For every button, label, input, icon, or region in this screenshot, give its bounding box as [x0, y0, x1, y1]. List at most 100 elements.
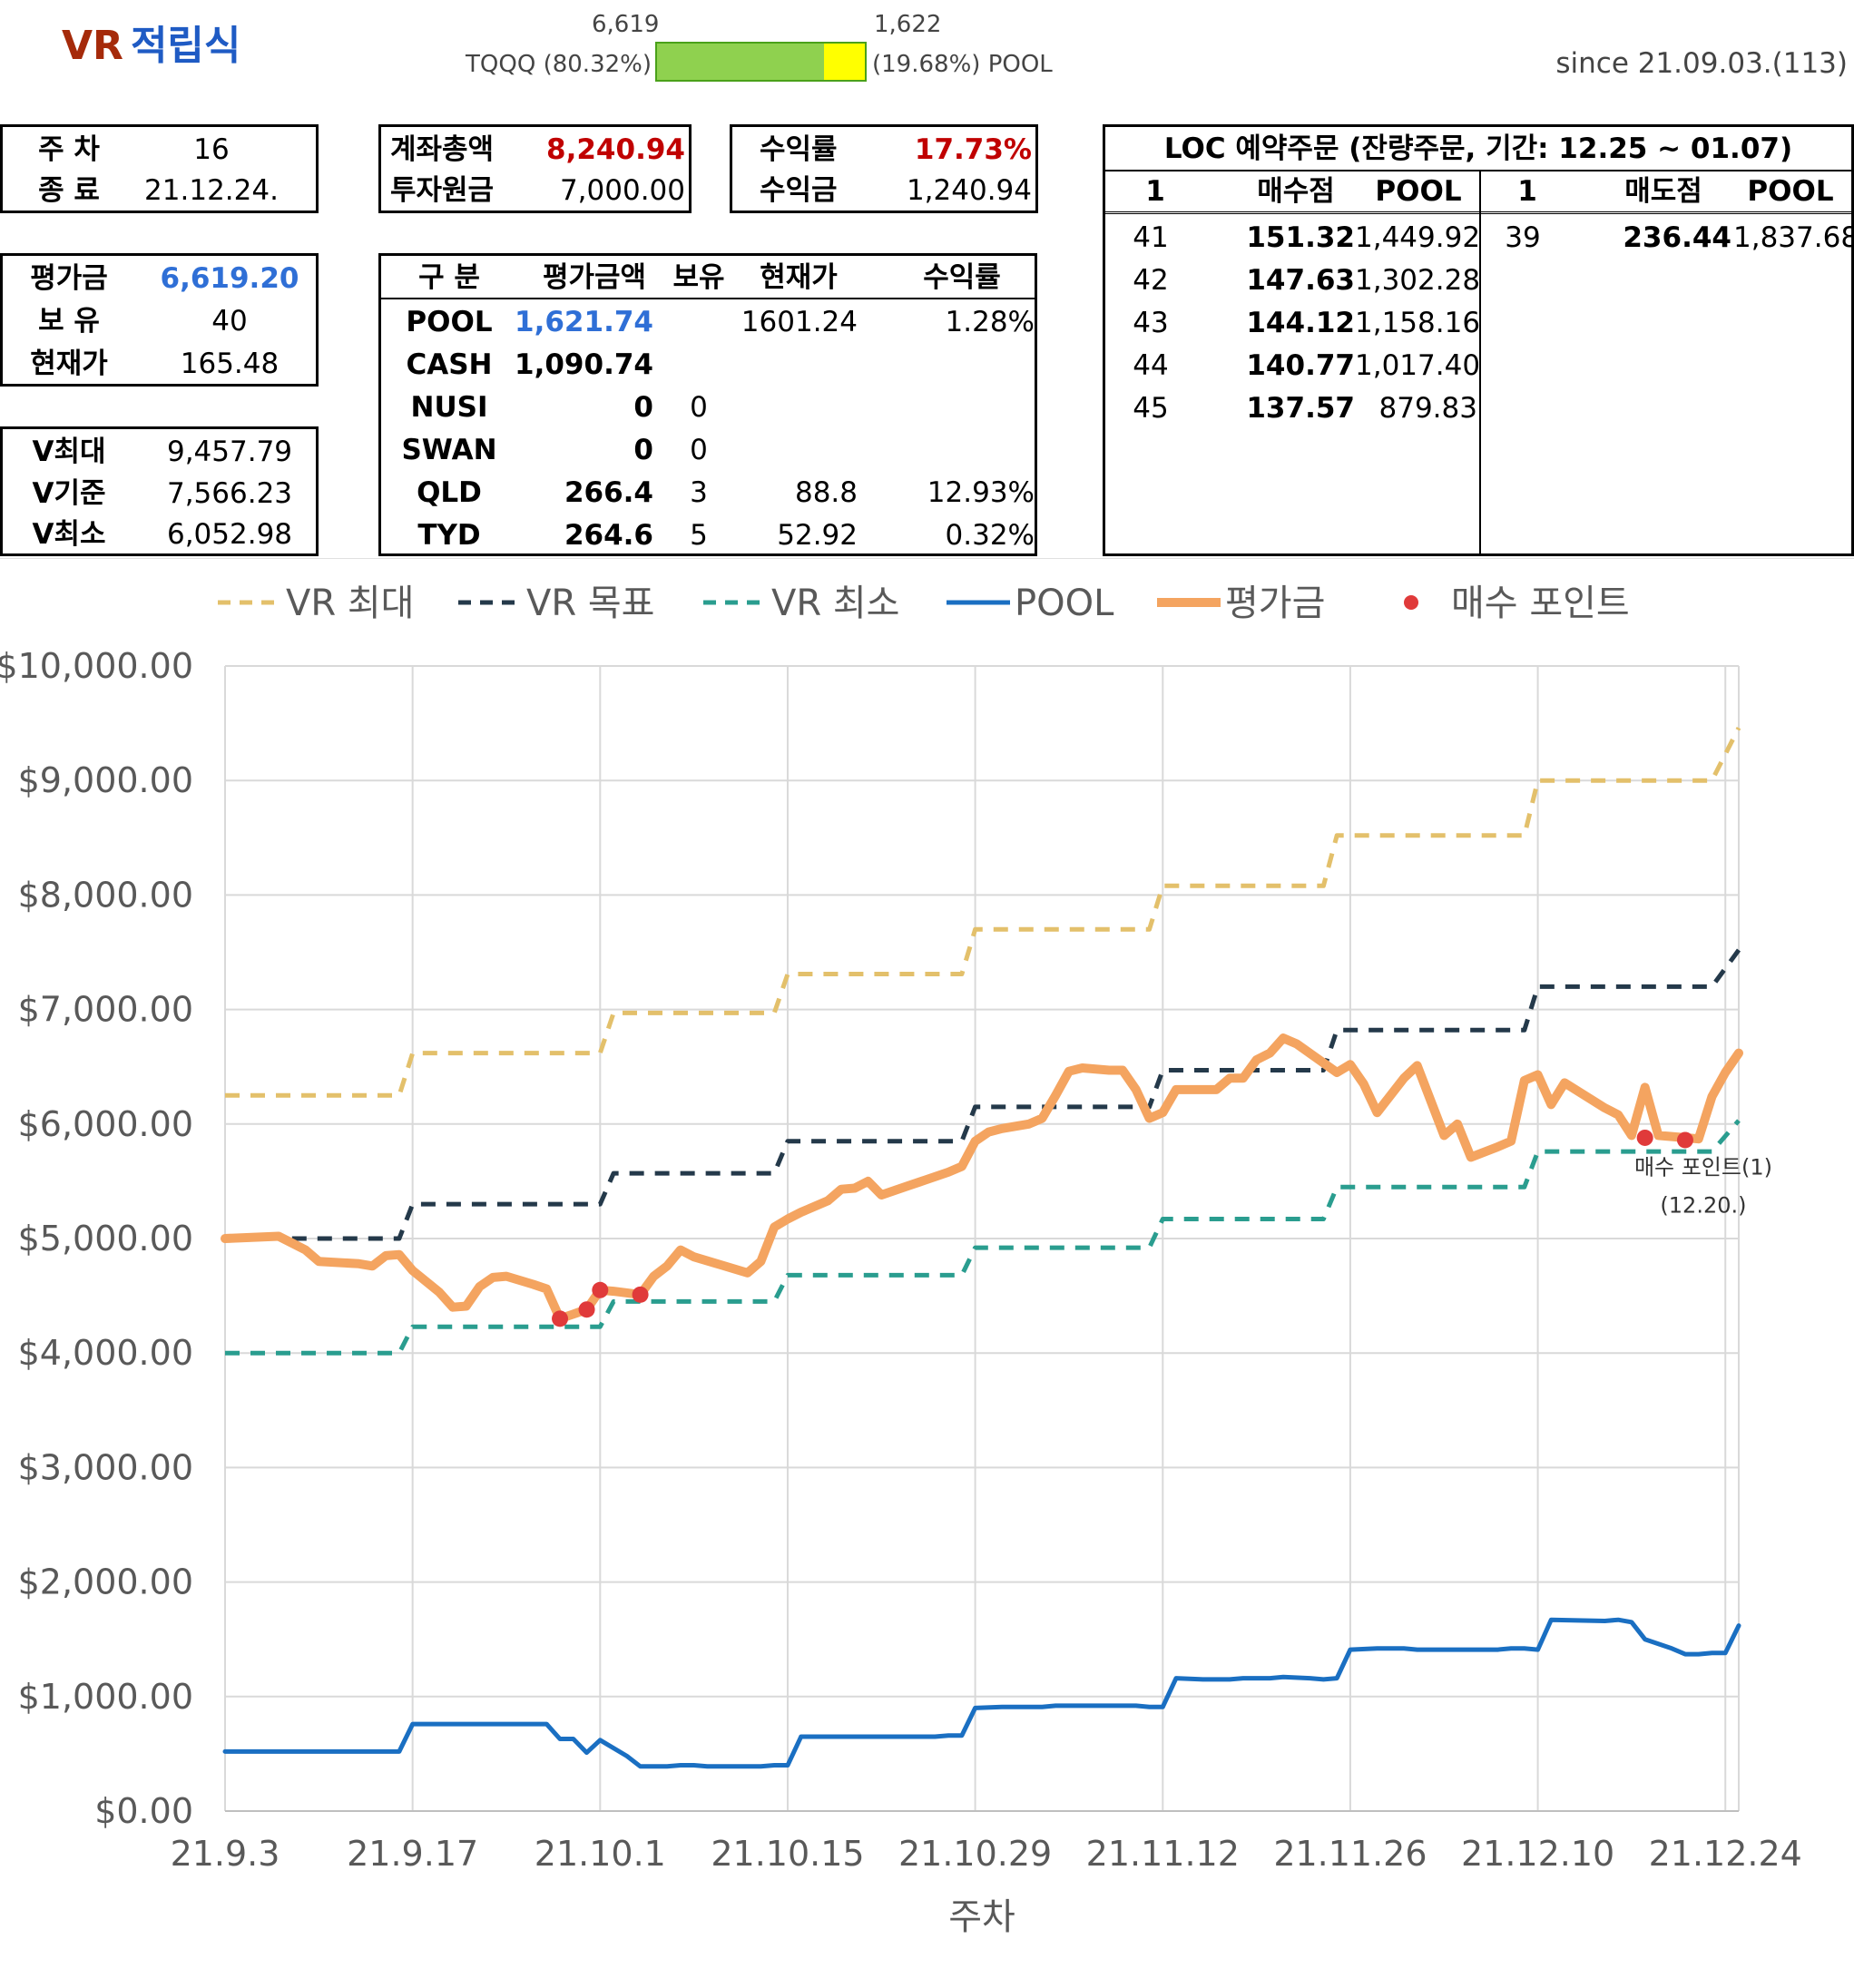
loc-buy-cell: 41	[1133, 221, 1169, 254]
loc-buy-cell: 879.83	[1378, 392, 1477, 425]
return-box: 수익률 17.73% 수익금 1,240.94	[730, 124, 1038, 213]
week-box: 주 차 16 종 료 21.12.24.	[0, 124, 319, 213]
loc-buy-cell: 140.77	[1246, 349, 1355, 382]
total-label: 계좌총액	[390, 133, 495, 166]
y-tick-label: $8,000.00	[18, 875, 193, 915]
holdings-row-label: QLD	[417, 476, 482, 509]
loc-buy-cell: 1,017.40	[1355, 349, 1481, 382]
x-tick-label: 21.11.12	[1086, 1834, 1240, 1874]
return-rate-value: 17.73%	[914, 133, 1032, 166]
profit-label: 수익금	[760, 174, 838, 207]
total-value: 8,240.94	[546, 133, 685, 166]
series-line	[221, 1033, 1743, 1324]
loc-buy-cell: 1,302.28	[1355, 264, 1481, 297]
price-label: 현재가	[30, 348, 108, 380]
buy-header: POOL	[1375, 175, 1462, 208]
end-value: 21.12.24.	[144, 174, 279, 207]
x-tick-label: 21.12.24	[1649, 1834, 1802, 1874]
allocation-bar	[655, 42, 867, 82]
v-box: V최대 9,457.79 V기준 7,566.23 V최소 6,052.98	[0, 426, 319, 556]
vmin-value: 6,052.98	[166, 518, 293, 551]
line-chart: $10,000.00 $9,000.00 $8,000.00 $7,000.00 $6,…	[0, 583, 1802, 1938]
holdings-cell	[889, 387, 1035, 428]
holdings-cell: 52.92	[777, 519, 858, 552]
holdings-cell: 88.8	[794, 476, 858, 509]
series-line	[291, 948, 1741, 1241]
loc-box: LOC 예약주문 (잔량주문, 기간: 12.25 ~ 01.07) 1 매수점…	[1103, 124, 1854, 556]
y-tick-label: $0.00	[94, 1791, 193, 1831]
y-tick-label: $10,000.00	[0, 646, 193, 686]
hold-value: 40	[211, 305, 248, 338]
holdings-header: 평가금액	[542, 261, 647, 294]
loc-buy-cell: 144.12	[1246, 307, 1355, 339]
price-value: 165.48	[180, 348, 280, 380]
loc-buy-cell: 44	[1133, 349, 1169, 382]
app-title: VR 적립식	[62, 13, 240, 71]
loc-buy-cell: 45	[1133, 392, 1169, 425]
holdings-header: 현재가	[760, 261, 838, 294]
loc-sell-cell: 1,837.68	[1733, 221, 1854, 254]
y-tick-label: $6,000.00	[18, 1104, 193, 1144]
week-label: 주 차	[38, 133, 100, 166]
principal-value: 7,000.00	[559, 174, 685, 207]
buy-point-marker	[1636, 1129, 1653, 1146]
pool-value: 1,622	[874, 11, 942, 38]
loc-title: LOC 예약주문 (잔량주문, 기간: 12.25 ~ 01.07)	[1163, 132, 1793, 165]
eval-label: 평가금	[30, 262, 108, 295]
holdings-header: 보유	[672, 261, 725, 294]
series-line	[225, 726, 1741, 1098]
sell-header: POOL	[1747, 175, 1834, 208]
pool-label: (19.68%) POOL	[872, 51, 1053, 78]
y-tick-label: $5,000.00	[18, 1219, 193, 1258]
x-tick-label: 21.12.10	[1461, 1834, 1614, 1874]
loc-buy-cell: 42	[1133, 264, 1169, 297]
buy-point-marker	[632, 1286, 649, 1303]
buy-point-marker	[1676, 1131, 1693, 1149]
holdings-cell: 0.32%	[945, 519, 1035, 552]
eval-value: 6,619.20	[160, 262, 299, 295]
buy-point-marker	[578, 1301, 595, 1318]
loc-sell-cell: 39	[1505, 221, 1541, 254]
holdings-cell: 0	[690, 391, 708, 424]
legend-label: POOL	[1015, 583, 1114, 624]
holdings-cell	[731, 387, 858, 428]
loc-divider-vertical	[1479, 170, 1481, 553]
holdings-row-label: TYD	[417, 519, 481, 552]
vbase-value: 7,566.23	[166, 477, 293, 510]
y-tick-label: $7,000.00	[18, 990, 193, 1030]
sell-header: 매도점	[1624, 175, 1702, 208]
principal-label: 투자원금	[390, 174, 495, 207]
tqqq-value: 6,619	[592, 11, 660, 38]
holdings-cell: 0	[690, 434, 708, 466]
holdings-cell	[731, 344, 858, 386]
allocation-bar-fill	[657, 44, 824, 80]
profit-value: 1,240.94	[906, 174, 1032, 207]
holdings-row-label: SWAN	[401, 434, 497, 466]
holdings-cell: 266.4	[564, 476, 653, 509]
tqqq-label: TQQQ (80.32%)	[466, 51, 652, 78]
holdings-header: 수익률	[923, 261, 1001, 294]
x-tick-label: 21.10.1	[535, 1834, 666, 1874]
holdings-cell: 12.93%	[927, 476, 1035, 509]
loc-buy-cell: 151.32	[1246, 221, 1355, 254]
holdings-cell: 1.28%	[945, 306, 1035, 338]
holdings-cell	[889, 344, 1035, 386]
legend-label: 평가금	[1225, 583, 1325, 624]
buy-header: 매수점	[1257, 175, 1335, 208]
buy-point-annotation: 매수 포인트(1)	[1634, 1154, 1772, 1180]
holdings-cell: 1,621.74	[515, 306, 653, 338]
y-tick-label: $9,000.00	[18, 760, 193, 800]
account-box: 계좌총액 8,240.94 투자원금 7,000.00	[378, 124, 692, 213]
buy-point-marker	[552, 1310, 569, 1327]
return-rate-label: 수익률	[760, 133, 838, 166]
loc-divider-top	[1105, 170, 1851, 171]
holdings-header: 구 분	[418, 261, 480, 294]
holdings-cell: 3	[690, 476, 708, 509]
holdings-cell	[662, 344, 735, 386]
vbase-label: V기준	[32, 477, 106, 510]
holdings-cell: 5	[690, 519, 708, 552]
holdings-cell	[889, 429, 1035, 471]
loc-buy-cell: 1,158.16	[1355, 307, 1481, 339]
legend-label: VR 최소	[771, 583, 899, 624]
eval-box: 평가금 6,619.20 보 유 40 현재가 165.48	[0, 253, 319, 387]
